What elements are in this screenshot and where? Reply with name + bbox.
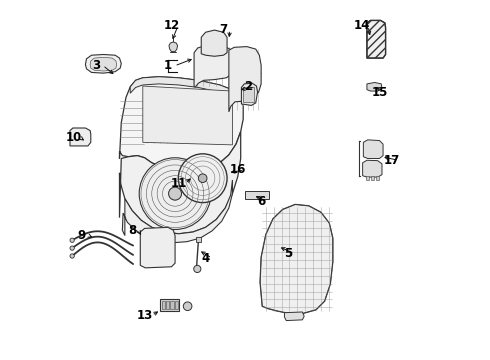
Circle shape	[183, 302, 192, 311]
Polygon shape	[364, 140, 383, 158]
Text: 7: 7	[220, 23, 227, 36]
Polygon shape	[122, 180, 232, 243]
Bar	[196, 237, 200, 242]
Bar	[245, 191, 270, 199]
Polygon shape	[367, 82, 382, 91]
Polygon shape	[169, 42, 177, 51]
Circle shape	[198, 174, 207, 183]
Polygon shape	[140, 227, 175, 268]
Text: 13: 13	[137, 309, 153, 322]
Text: 1: 1	[164, 59, 172, 72]
Polygon shape	[242, 83, 258, 105]
Circle shape	[70, 238, 74, 242]
Polygon shape	[285, 312, 304, 320]
Circle shape	[194, 265, 201, 273]
Polygon shape	[120, 77, 243, 170]
Bar	[376, 176, 379, 180]
Polygon shape	[229, 46, 261, 112]
Text: 4: 4	[201, 252, 210, 265]
Polygon shape	[201, 30, 227, 56]
Text: 8: 8	[128, 224, 136, 238]
Circle shape	[70, 254, 74, 258]
Text: 12: 12	[163, 19, 180, 32]
Text: 14: 14	[353, 19, 370, 32]
Circle shape	[169, 187, 181, 200]
Bar	[243, 87, 254, 102]
Text: 6: 6	[257, 195, 265, 208]
Polygon shape	[143, 86, 232, 145]
Bar	[162, 301, 165, 309]
Polygon shape	[194, 45, 234, 87]
Bar	[160, 300, 179, 311]
Circle shape	[178, 154, 227, 203]
Bar	[166, 301, 170, 309]
Bar	[175, 301, 178, 309]
Polygon shape	[90, 57, 117, 71]
Bar	[371, 176, 374, 180]
Text: 11: 11	[171, 177, 187, 190]
Polygon shape	[367, 21, 386, 58]
Polygon shape	[363, 160, 382, 177]
Text: 5: 5	[284, 247, 292, 260]
Circle shape	[139, 158, 211, 229]
Text: 17: 17	[384, 154, 400, 167]
Text: 10: 10	[66, 131, 82, 144]
Polygon shape	[120, 132, 241, 234]
Text: 16: 16	[230, 163, 246, 176]
Circle shape	[70, 246, 74, 250]
Bar	[366, 176, 369, 180]
Text: 3: 3	[92, 59, 100, 72]
Text: 2: 2	[245, 80, 253, 93]
Text: 15: 15	[371, 86, 388, 99]
Polygon shape	[130, 77, 234, 98]
Polygon shape	[85, 54, 122, 73]
Polygon shape	[260, 204, 333, 314]
Polygon shape	[70, 128, 91, 146]
Bar	[171, 301, 173, 309]
Text: 9: 9	[78, 229, 86, 242]
